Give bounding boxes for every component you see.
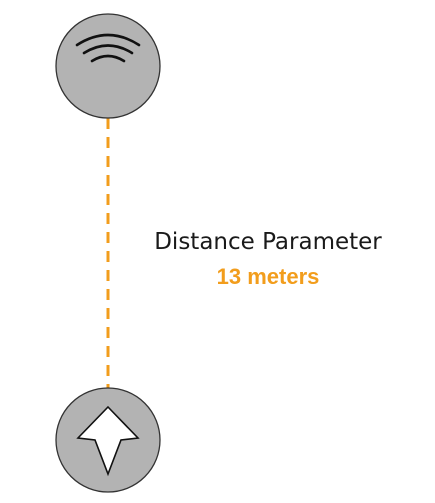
distance-value: 13 meters (217, 264, 320, 289)
signal-node-circle (55, 13, 161, 119)
signal-node (55, 13, 161, 119)
navigation-node (55, 387, 161, 493)
distance-title: Distance Parameter (154, 229, 382, 255)
wireless-signal-icon (75, 33, 141, 63)
navigation-arrow-icon (76, 405, 140, 477)
